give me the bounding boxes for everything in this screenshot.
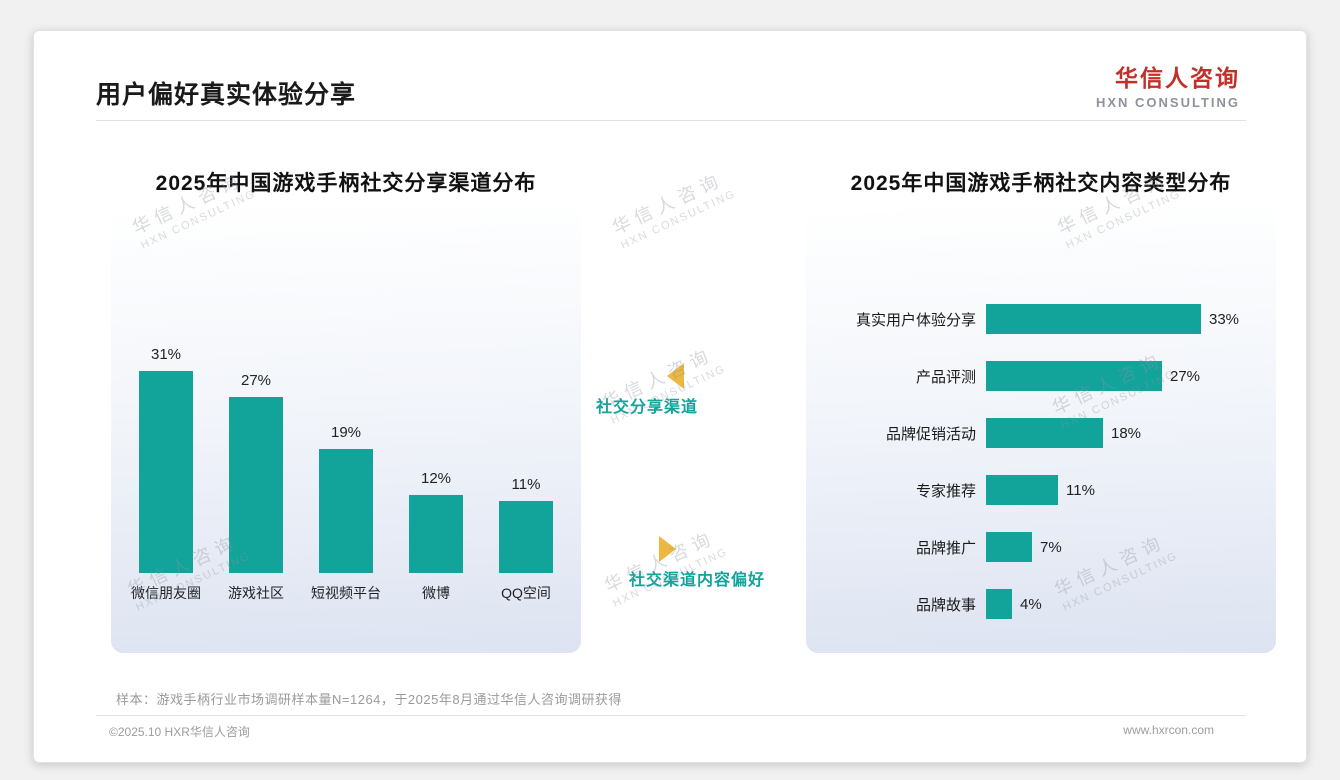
bar <box>986 418 1103 448</box>
vertical-bar-column: 31% 微信朋友圈 <box>121 207 211 603</box>
bar-category-label: 真实用户体验分享 <box>855 311 976 329</box>
brand-logo-cn: 华信人咨询 <box>1115 65 1240 91</box>
bar-category-label: 微信朋友圈 <box>131 585 201 601</box>
bar-category-label: 微博 <box>422 585 450 601</box>
horizontal-bar-chart: 真实用户体验分享 33% 产品评测 27% 品牌促销活动 18% 专家推荐 11% 品牌推广 7%… <box>806 207 1276 653</box>
bar-plot-area: 12% <box>409 207 463 573</box>
bar-value-label: 4% <box>1020 595 1042 613</box>
horizontal-bar-row: 品牌故事 4% <box>806 589 1276 619</box>
bar-value-label: 19% <box>330 424 362 441</box>
vertical-bars: 31% 微信朋友圈 27% 游戏社区 19% 短视频平台 12% 微博 11% QQ空间 <box>111 207 581 603</box>
bar-category-label: 专家推荐 <box>915 482 976 500</box>
horizontal-bar-row: 品牌推广 7% <box>806 532 1276 562</box>
sample-note: 样本：游戏手柄行业市场调研样本量N=1264，于2025年8月通过华信人咨询调研… <box>116 692 623 707</box>
bar-value-label: 33% <box>1209 310 1240 328</box>
bar-category-label: 品牌推广 <box>915 539 976 557</box>
page-title: 用户偏好真实体验分享 <box>96 81 357 109</box>
bar-value-label: 12% <box>420 470 452 487</box>
bar-category-label: 品牌促销活动 <box>885 425 976 443</box>
right-chart-title: 2025年中国游戏手柄社交内容类型分布 <box>850 172 1232 195</box>
bar <box>409 495 463 573</box>
vertical-bar-column: 27% 游戏社区 <box>211 207 301 603</box>
bar <box>986 589 1012 619</box>
bar-value-label: 18% <box>1111 424 1142 442</box>
arrow-right-icon <box>659 536 676 562</box>
bar <box>986 475 1058 505</box>
vertical-bar-column: 19% 短视频平台 <box>301 207 391 603</box>
horizontal-bar-row: 品牌促销活动 18% <box>806 418 1276 448</box>
footer-divider <box>96 715 1246 716</box>
bar-category-label: 品牌故事 <box>915 596 976 614</box>
bar <box>319 449 373 573</box>
share-channel-annotation: 社交分享渠道 <box>586 363 698 417</box>
bar-category-label: 游戏社区 <box>228 585 284 601</box>
brand-logo-en: HXN CONSULTING <box>1095 95 1240 110</box>
horizontal-bars: 真实用户体验分享 33% 产品评测 27% 品牌促销活动 18% 专家推荐 11% 品牌推广 7%… <box>806 304 1276 646</box>
bar-plot-area: 19% <box>319 207 373 573</box>
left-chart-title: 2025年中国游戏手柄社交分享渠道分布 <box>155 172 537 195</box>
brand-logo: 华信人咨询 HXN CONSULTING <box>1096 59 1240 110</box>
horizontal-bar-row: 真实用户体验分享 33% <box>806 304 1276 334</box>
bar <box>986 361 1162 391</box>
arrow-left-icon <box>667 363 684 389</box>
website-text: www.hxrcon.com <box>1123 723 1214 737</box>
bar-plot-area: 11% <box>499 207 553 573</box>
bar-value-label: 11% <box>511 476 541 493</box>
content-preference-annotation: 社交渠道内容偏好 <box>629 536 814 590</box>
bar <box>986 532 1032 562</box>
bar-value-label: 27% <box>240 372 272 389</box>
horizontal-bar-row: 专家推荐 11% <box>806 475 1276 505</box>
slide-card: 用户偏好真实体验分享 华信人咨询 HXN CONSULTING 2025年中国游… <box>33 30 1307 763</box>
horizontal-bar-row: 产品评测 27% <box>806 361 1276 391</box>
content-preference-label: 社交渠道内容偏好 <box>629 572 766 589</box>
bar <box>986 304 1201 334</box>
bar-value-label: 27% <box>1170 367 1201 385</box>
bar-category-label: QQ空间 <box>501 585 551 601</box>
bar-plot-area: 31% <box>139 207 193 573</box>
bar <box>499 501 553 573</box>
share-channel-label: 社交分享渠道 <box>595 399 698 416</box>
bar-value-label: 11% <box>1066 481 1095 499</box>
bar <box>229 397 283 573</box>
bar-category-label: 产品评测 <box>915 368 976 386</box>
bar-category-label: 短视频平台 <box>311 585 381 601</box>
bar-value-label: 7% <box>1040 538 1062 556</box>
vertical-bar-chart: 31% 微信朋友圈 27% 游戏社区 19% 短视频平台 12% 微博 11% QQ空间 <box>111 207 581 653</box>
copyright-text: ©2025.10 HXR华信人咨询 <box>109 725 250 739</box>
vertical-bar-column: 12% 微博 <box>391 207 481 603</box>
bar-plot-area: 27% <box>229 207 283 573</box>
bar-value-label: 31% <box>150 346 182 363</box>
vertical-bar-column: 11% QQ空间 <box>481 207 571 603</box>
bar <box>139 371 193 573</box>
header-divider <box>96 120 1246 121</box>
